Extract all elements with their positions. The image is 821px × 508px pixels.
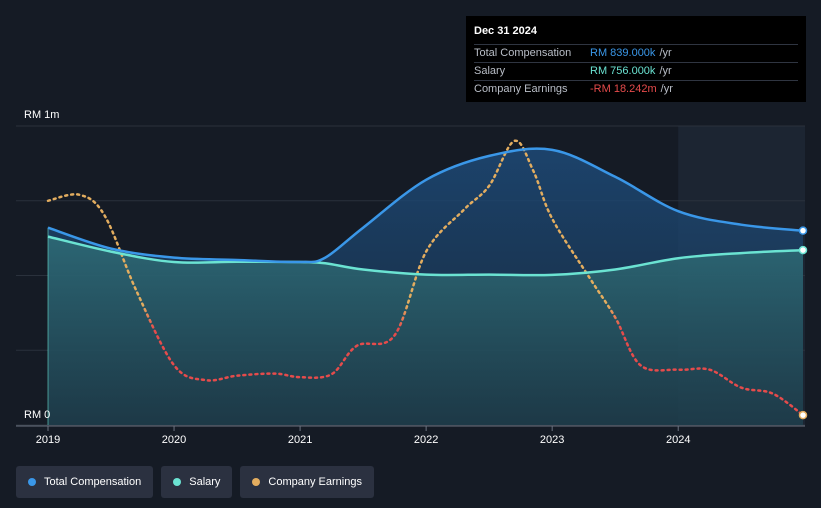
tooltip-unit: /yr	[659, 65, 672, 77]
tooltip: Dec 31 2024 Total Compensation RM 839.00…	[466, 16, 806, 102]
salary-area	[48, 236, 803, 425]
legend-item-company-earnings[interactable]: Company Earnings	[240, 466, 374, 498]
tooltip-label: Total Compensation	[474, 47, 572, 59]
salary-end-point	[798, 245, 808, 255]
total-compensation-end-point	[798, 226, 808, 235]
tooltip-row-total-compensation: Total Compensation RM 839.000k /yr	[474, 45, 798, 63]
legend-dot-icon	[252, 478, 261, 486]
legend-label: Company Earnings	[268, 476, 362, 488]
legend-label: Salary	[189, 476, 221, 488]
company-earnings-end-point	[798, 410, 808, 420]
company-earnings-line	[46, 139, 805, 417]
tooltip-unit: /yr	[659, 47, 672, 59]
legend-item-total-compensation[interactable]: Total Compensation	[16, 466, 154, 498]
tooltip-value: -RM 18.242m	[590, 83, 657, 95]
x-tick-label: 2023	[540, 434, 564, 446]
tooltip-label: Company Earnings	[474, 83, 568, 95]
y-tick-label: RM 0	[24, 409, 50, 421]
legend: Total Compensation Salary Company Earnin…	[16, 466, 374, 498]
x-tick-label: 2022	[414, 434, 438, 446]
salary-line	[47, 235, 804, 277]
legend-dot-icon	[173, 478, 182, 486]
total-compensation-line	[47, 147, 804, 264]
x-tick-label: 2020	[162, 434, 186, 446]
legend-label: Total Compensation	[44, 476, 142, 488]
tooltip-row-salary: Salary RM 756.000k /yr	[474, 63, 798, 81]
tooltip-unit: /yr	[660, 83, 673, 95]
tooltip-value: RM 756.000k	[590, 65, 656, 77]
tooltip-date: Dec 31 2024	[474, 24, 798, 45]
tooltip-label: Salary	[474, 65, 506, 77]
legend-dot-icon	[28, 478, 36, 486]
x-tick-label: 2021	[288, 434, 312, 446]
y-tick-label: RM 1m	[24, 109, 59, 121]
tooltip-value: RM 839.000k	[590, 47, 656, 59]
x-tick-label: 2024	[666, 434, 690, 446]
x-tick-label: 2019	[36, 434, 60, 446]
legend-item-salary[interactable]: Salary	[161, 466, 233, 498]
tooltip-row-company-earnings: Company Earnings -RM 18.242m /yr	[474, 81, 798, 98]
